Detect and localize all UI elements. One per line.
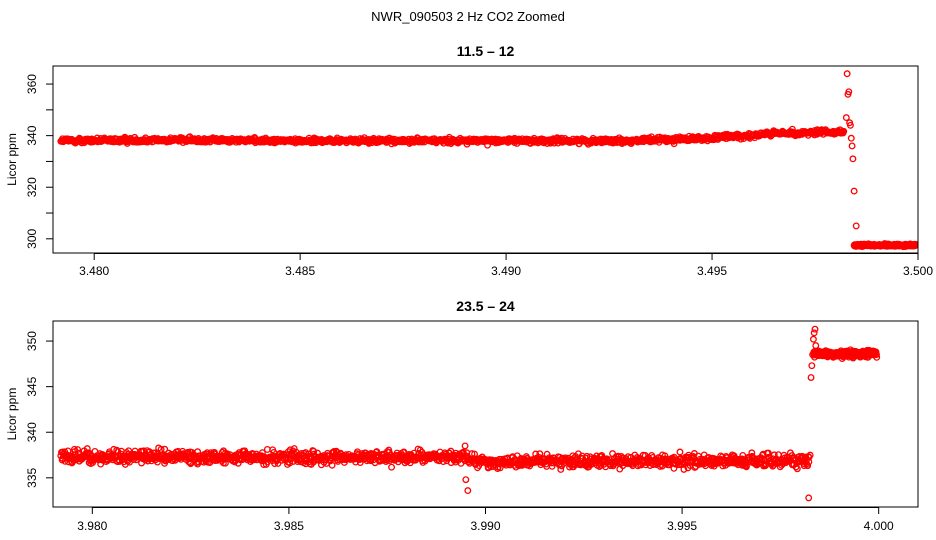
- data-point: [847, 134, 855, 142]
- y-tick-label: 340: [25, 422, 39, 442]
- data-point: [912, 241, 918, 249]
- x-tick-label: 3.490: [491, 264, 521, 278]
- x-tick-label: 3.500: [903, 264, 933, 278]
- y-tick-label: 345: [25, 376, 39, 396]
- data-point: [161, 445, 169, 453]
- data-point: [805, 458, 813, 466]
- data-point: [873, 351, 880, 358]
- data-points: [57, 70, 918, 251]
- data-point: [807, 374, 815, 381]
- data-point: [842, 114, 850, 122]
- x-tick-label: 3.995: [667, 519, 697, 533]
- data-point: [849, 155, 857, 163]
- data-point: [113, 446, 121, 454]
- data-point: [844, 90, 852, 98]
- data-point: [810, 329, 818, 337]
- data-point: [676, 448, 684, 456]
- x-tick-label: 3.480: [79, 264, 109, 278]
- data-point: [852, 222, 860, 230]
- data-point: [221, 459, 229, 467]
- y-tick-label: 360: [25, 74, 39, 94]
- y-tick-label: 320: [25, 177, 39, 197]
- x-tick-label: 3.980: [77, 519, 107, 533]
- data-point: [873, 353, 881, 361]
- y-tick-label: 350: [25, 331, 39, 351]
- data-point: [843, 70, 851, 78]
- y-tick-label: 340: [25, 125, 39, 145]
- y-tick-label: 335: [25, 467, 39, 487]
- plot-frame: [52, 65, 919, 254]
- chart-panel-bottom: 23.5 – 24 Licor ppm 3.980 3.985 3.990 3.995 4.…: [5, 298, 919, 533]
- y-axis-label: Licor ppm: [5, 388, 19, 441]
- data-point: [557, 466, 565, 473]
- x-tick-label: 3.990: [470, 519, 500, 533]
- data-point: [788, 125, 796, 133]
- data-point: [812, 342, 820, 350]
- x-tick-label: 3.495: [697, 264, 727, 278]
- y-tick-label: 300: [25, 228, 39, 248]
- data-point: [464, 487, 472, 495]
- data-point: [241, 447, 249, 455]
- plot-frame: [52, 320, 919, 508]
- data-point: [793, 465, 801, 473]
- data-point: [805, 494, 813, 502]
- data-point: [847, 121, 854, 129]
- panel-title: 11.5 – 12: [457, 43, 515, 59]
- data-point: [809, 351, 817, 359]
- data-point: [74, 446, 82, 454]
- data-point: [806, 451, 814, 459]
- y-axis-label: Licor ppm: [5, 133, 19, 186]
- data-point: [532, 450, 540, 458]
- data-point: [536, 450, 544, 458]
- x-tick-label: 3.485: [285, 264, 315, 278]
- data-point: [328, 461, 336, 469]
- data-point: [461, 442, 469, 450]
- x-tick-label: 4.000: [864, 519, 894, 533]
- data-point: [840, 127, 848, 135]
- data-point: [850, 187, 858, 195]
- panel-title: 23.5 – 24: [456, 298, 515, 314]
- data-point: [333, 449, 341, 456]
- chart-panel-top: 11.5 – 12 Licor ppm 3.480 3.485 3.490 3.495 3.…: [5, 43, 933, 278]
- x-tick-label: 3.985: [274, 519, 304, 533]
- data-point: [808, 362, 816, 370]
- data-point: [804, 462, 812, 470]
- data-point: [809, 335, 817, 343]
- data-point: [286, 459, 294, 467]
- figure-title: NWR_090503 2 Hz CO2 Zoomed: [371, 9, 565, 24]
- data-point: [484, 141, 492, 149]
- data-point: [811, 325, 819, 333]
- data-point: [742, 463, 750, 471]
- data-point: [848, 142, 856, 150]
- data-point: [462, 476, 470, 484]
- data-point: [388, 463, 396, 471]
- data-points: [57, 325, 881, 502]
